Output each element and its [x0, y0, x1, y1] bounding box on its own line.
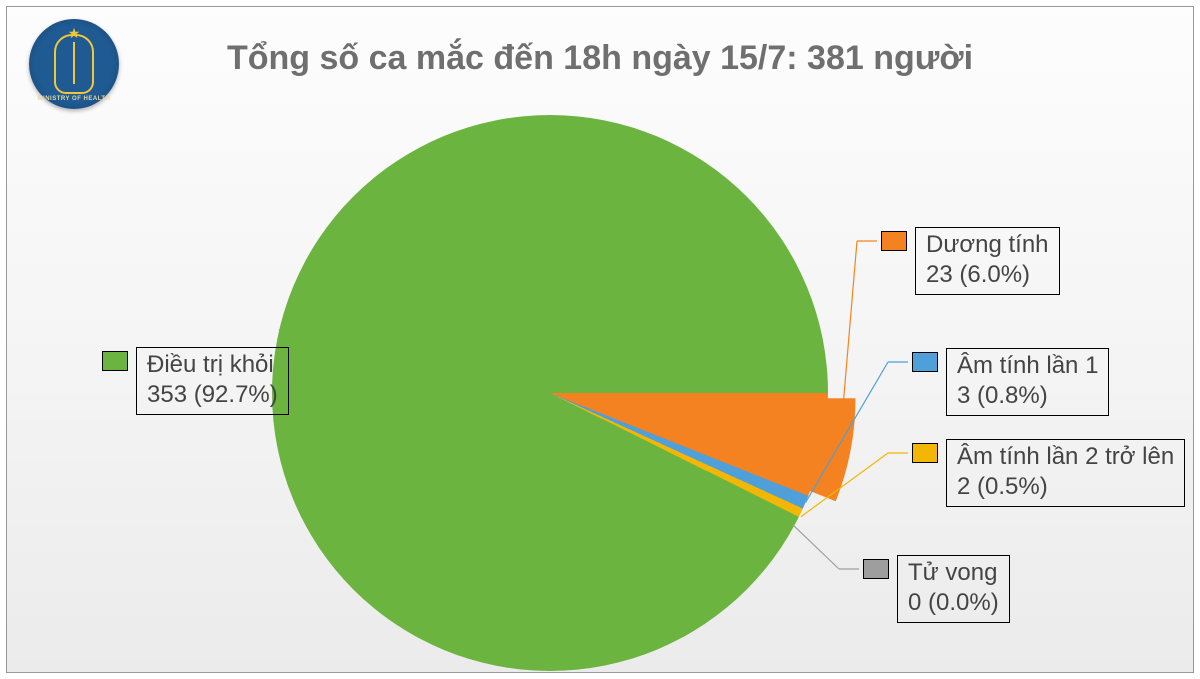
chart-frame: ★ MINISTRY OF HEALTH Tổng số ca mắc đến …: [6, 6, 1194, 673]
logo-bottom-text: MINISTRY OF HEALTH: [38, 96, 111, 102]
legend-box-duong_tinh: Dương tính 23 (6.0%): [915, 227, 1060, 295]
legend-label-duong_tinh: Dương tính: [926, 231, 1049, 258]
legend-label-khoi: Điều trị khỏi: [147, 351, 274, 378]
legend-swatch-tu_vong: [863, 559, 889, 579]
legend-value-khoi: 353 (92.7%): [147, 381, 278, 408]
legend-value-am_tinh_2: 2 (0.5%): [957, 473, 1048, 500]
legend-swatch-khoi: [102, 351, 128, 371]
legend-swatch-duong_tinh: [881, 231, 907, 251]
legend-swatch-am_tinh_1: [912, 352, 938, 372]
pie-chart: [272, 115, 828, 671]
legend-swatch-am_tinh_2: [912, 443, 938, 463]
legend-box-tu_vong: Tử vong 0 (0.0%): [897, 555, 1010, 623]
legend-label-am_tinh_2: Âm tính lần 2 trở lên: [957, 443, 1174, 470]
legend-box-am_tinh_2: Âm tính lần 2 trở lên 2 (0.5%): [946, 439, 1185, 507]
legend-box-khoi: Điều trị khỏi 353 (92.7%): [136, 347, 289, 415]
pie-exploded-slice: [200, 43, 900, 679]
legend-am_tinh_1: Âm tính lần 1 3 (0.8%): [912, 348, 1109, 416]
legend-value-tu_vong: 0 (0.0%): [908, 589, 999, 616]
legend-label-tu_vong: Tử vong: [908, 559, 997, 586]
legend-value-duong_tinh: 23 (6.0%): [926, 261, 1030, 288]
legend-box-am_tinh_1: Âm tính lần 1 3 (0.8%): [946, 348, 1109, 416]
legend-duong_tinh: Dương tính 23 (6.0%): [881, 227, 1060, 295]
legend-khoi: Điều trị khỏi 353 (92.7%): [102, 347, 289, 415]
legend-am_tinh_2: Âm tính lần 2 trở lên 2 (0.5%): [912, 439, 1185, 507]
legend-tu_vong: Tử vong 0 (0.0%): [863, 555, 1010, 623]
legend-label-am_tinh_1: Âm tính lần 1: [957, 352, 1098, 379]
legend-value-am_tinh_1: 3 (0.8%): [957, 382, 1048, 409]
